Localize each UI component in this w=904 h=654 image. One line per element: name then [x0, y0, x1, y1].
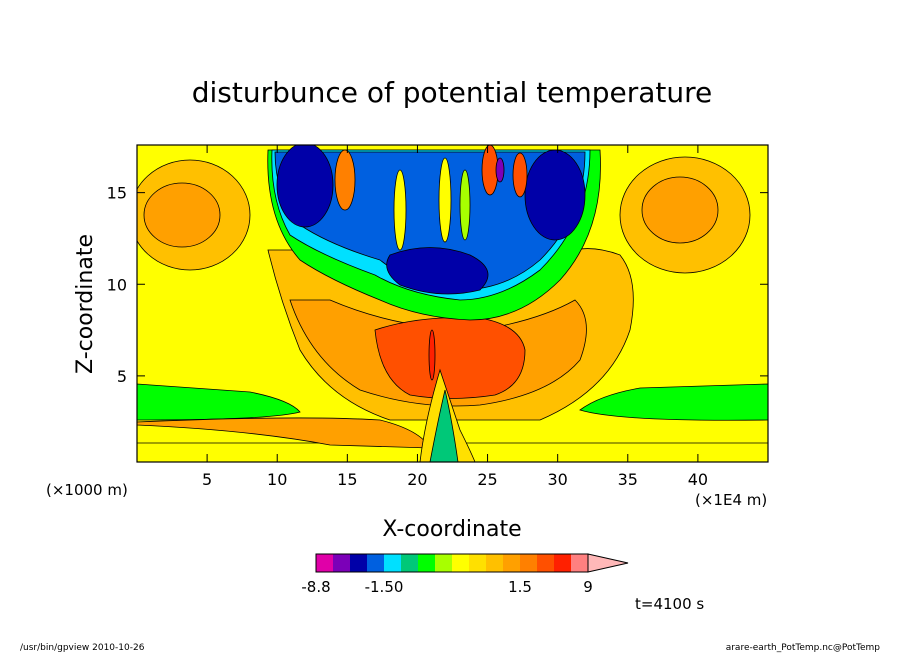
axes: 5 10 15 20 25 30 35 40 5 10 15 [107, 145, 768, 489]
x-tick-label: 5 [202, 470, 212, 489]
contour-field [137, 145, 768, 462]
colorbar-tick-label: 9 [583, 578, 593, 596]
dome-right-inner [641, 176, 719, 244]
navy-cell-center [386, 247, 489, 295]
colorbar-tick-label: -8.8 [301, 578, 330, 596]
colorbar-tick-label: 1.5 [508, 578, 532, 596]
green-core [429, 389, 459, 462]
colorbar-swatch [401, 554, 419, 572]
x-tick-label: 30 [547, 470, 567, 489]
colorbar-swatch [571, 554, 589, 572]
colorbar-swatch [537, 554, 555, 572]
x-unit-left: (×1000 m) [46, 481, 128, 499]
dome-left-inner [143, 182, 221, 248]
deep-orange-core [374, 317, 526, 399]
red-streak [428, 329, 436, 381]
lower-orange-left [137, 417, 431, 449]
colorbar-extension [587, 553, 629, 573]
yellow-streak-1 [393, 169, 407, 251]
colorbar-frame [315, 553, 589, 573]
colorbar-swatch [469, 554, 487, 572]
x-unit-right: (×1E4 m) [695, 491, 767, 509]
colorbar-swatch [503, 554, 521, 572]
purple-cell [495, 157, 505, 183]
green-band-right [579, 383, 768, 421]
colorbar-swatch [486, 554, 504, 572]
green-streak [459, 169, 471, 241]
x-tick-label: 35 [618, 470, 638, 489]
colorbar-swatch [452, 554, 470, 572]
x-tick-label: 40 [688, 470, 708, 489]
footer-left: /usr/bin/gpview 2010-10-26 [20, 643, 145, 653]
colorbar-swatch [554, 554, 572, 572]
colorbar-swatch [333, 554, 351, 572]
y-tick-label: 5 [117, 367, 127, 386]
colorbar: -8.8 -1.50 1.5 9 [301, 553, 629, 596]
navy-cell-left [276, 145, 334, 228]
colorbar-swatch [435, 554, 453, 572]
colorbar-swatch [350, 554, 368, 572]
navy-cell-right [524, 149, 586, 241]
colorbar-tick-label: -1.50 [365, 578, 404, 596]
yellow-streak-2 [438, 157, 452, 243]
colorbar-swatch [520, 554, 538, 572]
orange-plume-1 [334, 149, 356, 211]
y-axis-label: Z-coordinate [73, 234, 98, 374]
green-band-left [137, 383, 301, 421]
y-tick-label: 10 [107, 275, 127, 294]
orange-plume-3 [512, 152, 528, 198]
plot-frame [136, 144, 769, 463]
colorbar-swatch [367, 554, 385, 572]
chart-title: disturbunce of potential temperature [192, 76, 713, 109]
footer-right: arare-earth_PotTemp.nc@PotTemp [726, 643, 881, 653]
time-label: t=4100 s [635, 595, 704, 613]
plot-area [137, 145, 768, 462]
x-tick-label: 10 [267, 470, 287, 489]
x-axis-label: X-coordinate [382, 517, 521, 542]
x-tick-label: 15 [337, 470, 357, 489]
colorbar-swatch [384, 554, 402, 572]
y-tick-label: 15 [107, 184, 127, 203]
colorbar-swatch [316, 554, 334, 572]
colorbar-swatch [418, 554, 436, 572]
x-tick-label: 20 [407, 470, 427, 489]
x-tick-label: 25 [477, 470, 497, 489]
